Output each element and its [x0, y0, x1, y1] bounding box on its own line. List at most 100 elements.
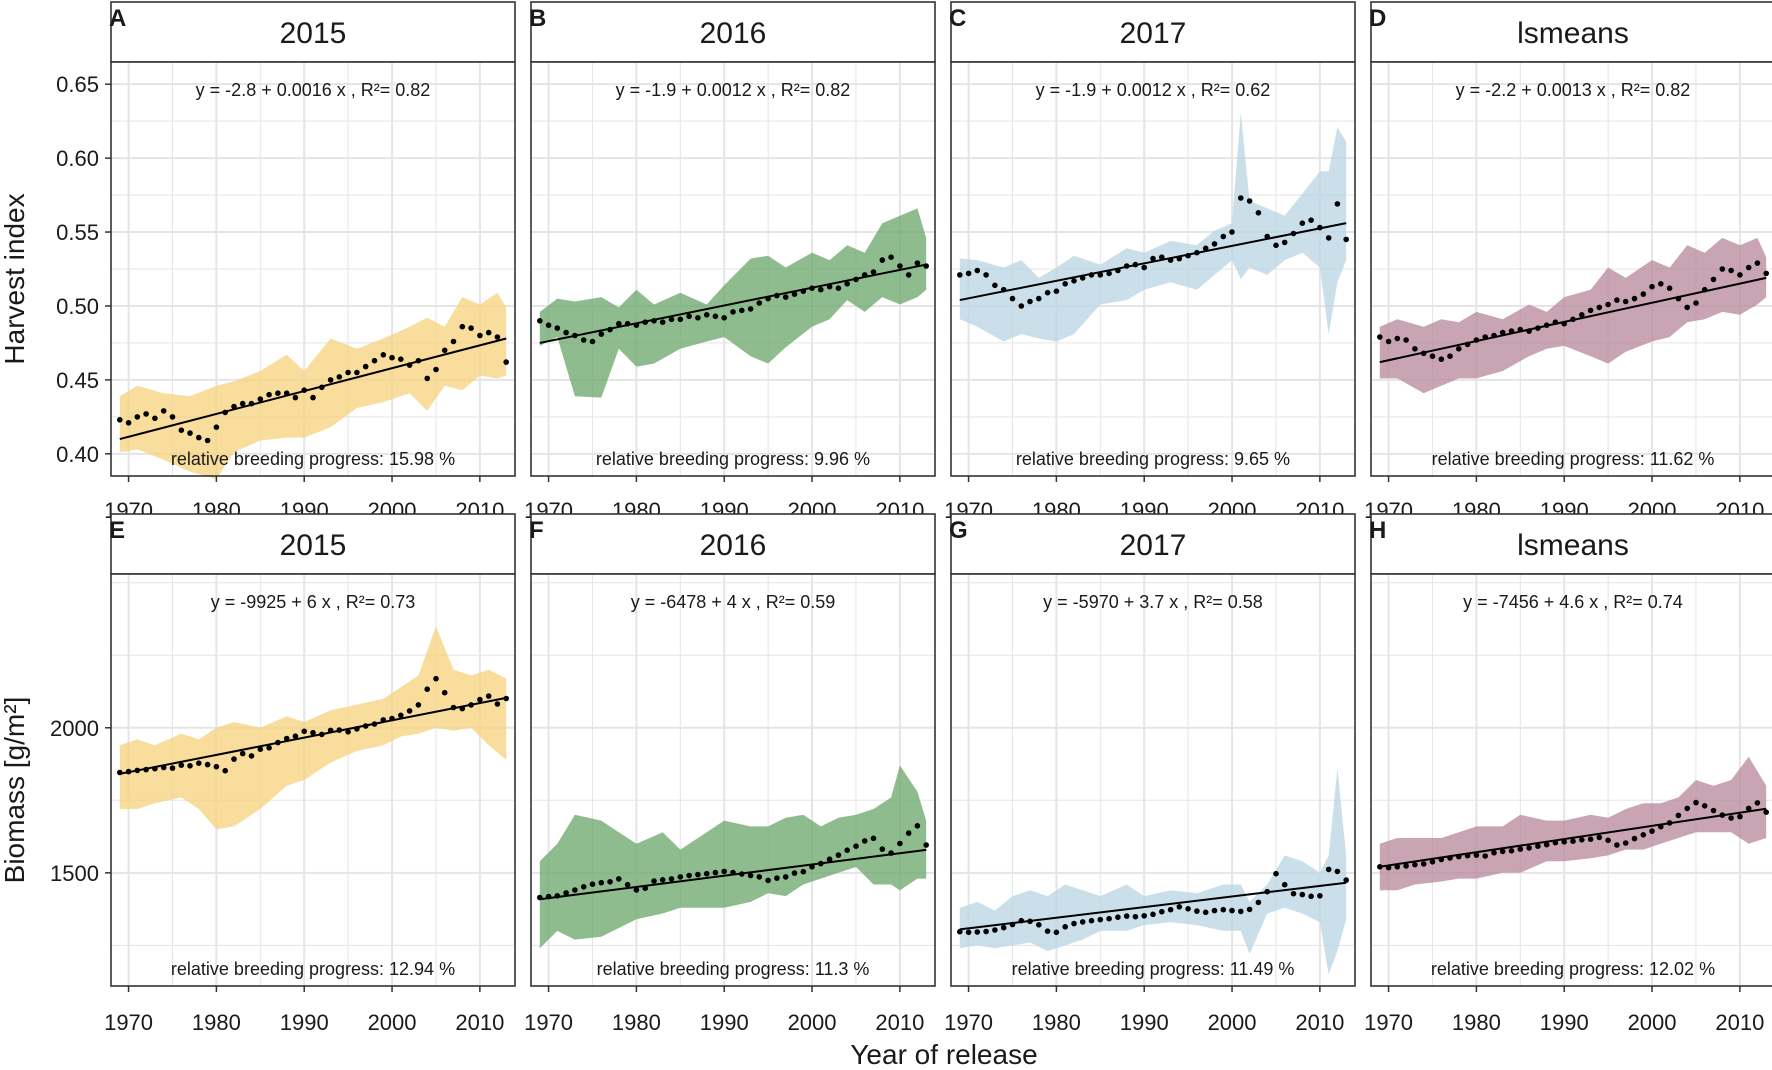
- data-point: [1693, 799, 1699, 806]
- data-point: [196, 434, 202, 441]
- data-point: [477, 696, 483, 703]
- data-point: [213, 763, 220, 770]
- data-point: [1220, 906, 1227, 913]
- y-axis-title-biomass: Biomass [g/m²]: [0, 697, 30, 884]
- data-point: [204, 437, 211, 444]
- data-point: [406, 708, 413, 714]
- data-point: [1071, 278, 1077, 284]
- data-point: [1403, 863, 1409, 869]
- x-tick-label: 1970: [104, 1010, 153, 1035]
- panel-border: [110, 61, 516, 477]
- panel-border: [950, 61, 1356, 477]
- data-point: [695, 871, 701, 878]
- data-point: [782, 874, 789, 880]
- x-tick-label: 1990: [700, 1010, 749, 1035]
- data-point: [398, 712, 404, 719]
- data-point: [677, 874, 684, 880]
- data-point: [169, 414, 176, 420]
- regression-equation: y = -2.8 + 0.0016 x , R²= 0.82: [196, 80, 431, 100]
- data-point: [1499, 329, 1506, 336]
- data-point: [974, 929, 981, 935]
- data-point: [485, 329, 492, 336]
- data-point: [545, 322, 552, 329]
- facet-strip: [950, 1, 1356, 63]
- data-point: [1622, 298, 1629, 305]
- panel-letter: A: [109, 5, 126, 32]
- data-point: [607, 879, 613, 885]
- facet-strip: [950, 513, 1356, 575]
- panel-border: [1370, 573, 1772, 987]
- data-point: [1334, 868, 1341, 875]
- facet-strip: [110, 1, 516, 63]
- data-point: [292, 733, 299, 739]
- data-point: [1579, 312, 1585, 318]
- data-point: [152, 415, 158, 422]
- data-point: [1605, 837, 1611, 844]
- regression-line: [539, 848, 927, 901]
- data-point: [362, 363, 369, 370]
- panel-border: [950, 573, 1356, 987]
- data-point: [589, 881, 596, 887]
- data-point: [494, 334, 501, 340]
- x-tick-label: 2010: [1295, 1010, 1344, 1035]
- x-tick-label: 1980: [1452, 1010, 1501, 1035]
- data-point: [310, 729, 316, 736]
- data-point: [782, 294, 789, 300]
- regression-equation: y = -6478 + 4 x , R²= 0.59: [631, 592, 836, 612]
- data-point: [433, 366, 439, 373]
- data-point: [1273, 242, 1279, 249]
- data-point: [371, 357, 378, 364]
- data-point: [239, 750, 246, 757]
- data-point: [537, 318, 543, 324]
- data-point: [1238, 195, 1244, 201]
- data-point: [1429, 859, 1436, 865]
- data-point: [923, 842, 929, 848]
- plot-background: [1371, 574, 1772, 986]
- data-point: [1614, 297, 1620, 303]
- data-point: [310, 394, 316, 401]
- data-point: [1053, 288, 1060, 295]
- data-point: [398, 356, 404, 363]
- data-point: [1526, 845, 1532, 851]
- data-point: [1737, 272, 1743, 278]
- data-point: [196, 760, 202, 766]
- data-point: [1106, 270, 1112, 277]
- data-point: [965, 270, 972, 277]
- data-point: [1658, 281, 1664, 287]
- data-point: [1343, 236, 1349, 243]
- data-point: [1009, 295, 1016, 302]
- data-point: [739, 307, 745, 314]
- facet-title: 2017: [1120, 17, 1187, 50]
- data-point: [257, 746, 264, 752]
- data-point: [169, 765, 176, 771]
- data-point: [178, 762, 185, 768]
- data-point: [266, 745, 272, 751]
- data-point: [1491, 850, 1497, 856]
- regression-line: [959, 881, 1347, 931]
- range-ribbon: [119, 626, 507, 830]
- data-point: [721, 315, 727, 321]
- data-point: [231, 403, 237, 410]
- data-point: [1570, 838, 1576, 844]
- data-point: [1097, 916, 1104, 923]
- data-point: [1596, 834, 1603, 841]
- data-point: [1473, 852, 1480, 858]
- x-tick-label: 2010: [455, 1010, 504, 1035]
- data-point: [1325, 235, 1332, 241]
- data-point: [1745, 805, 1752, 812]
- y-tick-label: 0.65: [56, 72, 99, 97]
- data-point: [1150, 255, 1156, 262]
- data-point: [992, 282, 998, 289]
- panel-letter: B: [529, 5, 546, 32]
- facet-title: 2015: [280, 529, 347, 562]
- x-axis-title: Year of release: [850, 1039, 1037, 1070]
- data-point: [424, 375, 431, 382]
- data-point: [1281, 881, 1288, 888]
- data-point: [143, 411, 149, 417]
- data-point: [957, 272, 963, 278]
- y-tick-label: 0.40: [56, 442, 99, 467]
- data-point: [897, 263, 903, 269]
- panel-letter: H: [1369, 517, 1386, 544]
- data-point: [1036, 295, 1042, 302]
